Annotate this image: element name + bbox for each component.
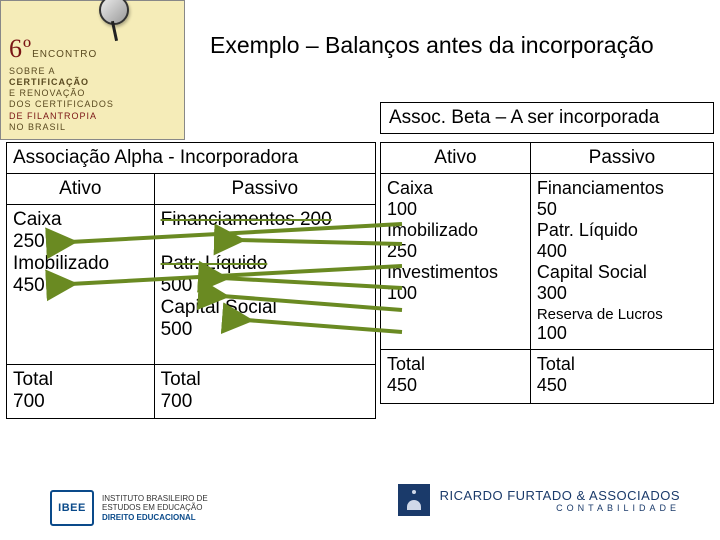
footer-left-logo: INSTITUTO BRASILEIRO DE ESTUDOS EM EDUCA… (50, 490, 208, 526)
logo-l4: DOS CERTIFICADOS (9, 99, 114, 109)
event-corner-logo: 6ºENCONTRO SOBRE A CERTIFICAÇÃO E RENOVA… (0, 0, 185, 140)
bookmark-clip-icon (99, 0, 129, 25)
beta-ativo-body: Caixa 100 Imobilizado 250 Investimentos … (381, 174, 531, 350)
beta-header: Assoc. Beta – A ser incorporada (380, 102, 714, 134)
logo-l3: E RENOVAÇÃO (9, 88, 85, 98)
beta-passivo-header: Passivo (530, 143, 713, 174)
logo-l2: CERTIFICAÇÃO (9, 77, 89, 87)
ibee-l3: DIREITO EDUCACIONAL (102, 513, 196, 522)
ibee-text: INSTITUTO BRASILEIRO DE ESTUDOS EM EDUCA… (102, 494, 208, 522)
person-icon (398, 484, 430, 516)
logo-l6: NO BRASIL (9, 122, 66, 132)
event-encontro: ENCONTRO (32, 49, 97, 60)
alpha-pl-val: 500 (161, 275, 193, 296)
alpha-ativo-body: Caixa 250 Imobilizado 450 (7, 205, 155, 365)
beta-fin-val: 50 (537, 199, 557, 219)
ibee-l2: ESTUDOS EM EDUCAÇÃO (102, 503, 202, 512)
ibee-l1: INSTITUTO BRASILEIRO DE (102, 494, 208, 503)
rf-text: RICARDO FURTADO & ASSOCIADOS CONTABILIDA… (440, 488, 680, 513)
page-title: Exemplo – Balanços antes da incorporação (210, 32, 654, 59)
alpha-passivo-header: Passivo (154, 174, 375, 205)
alpha-cs-val: 500 (161, 319, 193, 340)
rf-name: RICARDO FURTADO & ASSOCIADOS (440, 488, 680, 503)
beta-reserva-val: 100 (537, 323, 567, 343)
footer-right-logo: RICARDO FURTADO & ASSOCIADOS CONTABILIDA… (398, 484, 680, 516)
beta-fin-label: Financiamentos (537, 178, 664, 198)
alpha-title: Associação Alpha - Incorporadora (7, 143, 376, 174)
beta-ativo-header: Ativo (381, 143, 531, 174)
alpha-pl-label: Patr. Líquido (161, 253, 268, 274)
beta-reserva-label: Reserva de Lucros (537, 306, 707, 323)
alpha-ativo-total: Total 700 (7, 365, 155, 419)
alpha-passivo-body: Financiamentos 200 Patr. Líquido 500 Cap… (154, 205, 375, 365)
alpha-ativo-header: Ativo (7, 174, 155, 205)
alpha-cs-label: Capital Social (161, 297, 277, 318)
beta-cs-label: Capital Social (537, 262, 647, 282)
logo-l1: SOBRE A (9, 66, 56, 76)
beta-balance-table: Ativo Passivo Caixa 100 Imobilizado 250 … (380, 142, 714, 404)
beta-pl-val: 400 (537, 241, 567, 261)
event-logo-text: 6ºENCONTRO SOBRE A CERTIFICAÇÃO E RENOVA… (9, 33, 176, 133)
beta-passivo-total: Total 450 (530, 350, 713, 404)
alpha-passivo-total: Total 700 (154, 365, 375, 419)
beta-cs-val: 300 (537, 283, 567, 303)
rf-sub: CONTABILIDADE (440, 503, 680, 513)
logo-l5: DE FILANTROPIA (9, 111, 97, 121)
beta-pl-label: Patr. Líquido (537, 220, 638, 240)
alpha-fin-line: Financiamentos 200 (161, 209, 332, 230)
beta-ativo-total: Total 450 (381, 350, 531, 404)
ibee-logo-icon (50, 490, 94, 526)
beta-passivo-body: Financiamentos 50 Patr. Líquido 400 Capi… (530, 174, 713, 350)
alpha-balance-table: Associação Alpha - Incorporadora Ativo P… (6, 142, 376, 419)
